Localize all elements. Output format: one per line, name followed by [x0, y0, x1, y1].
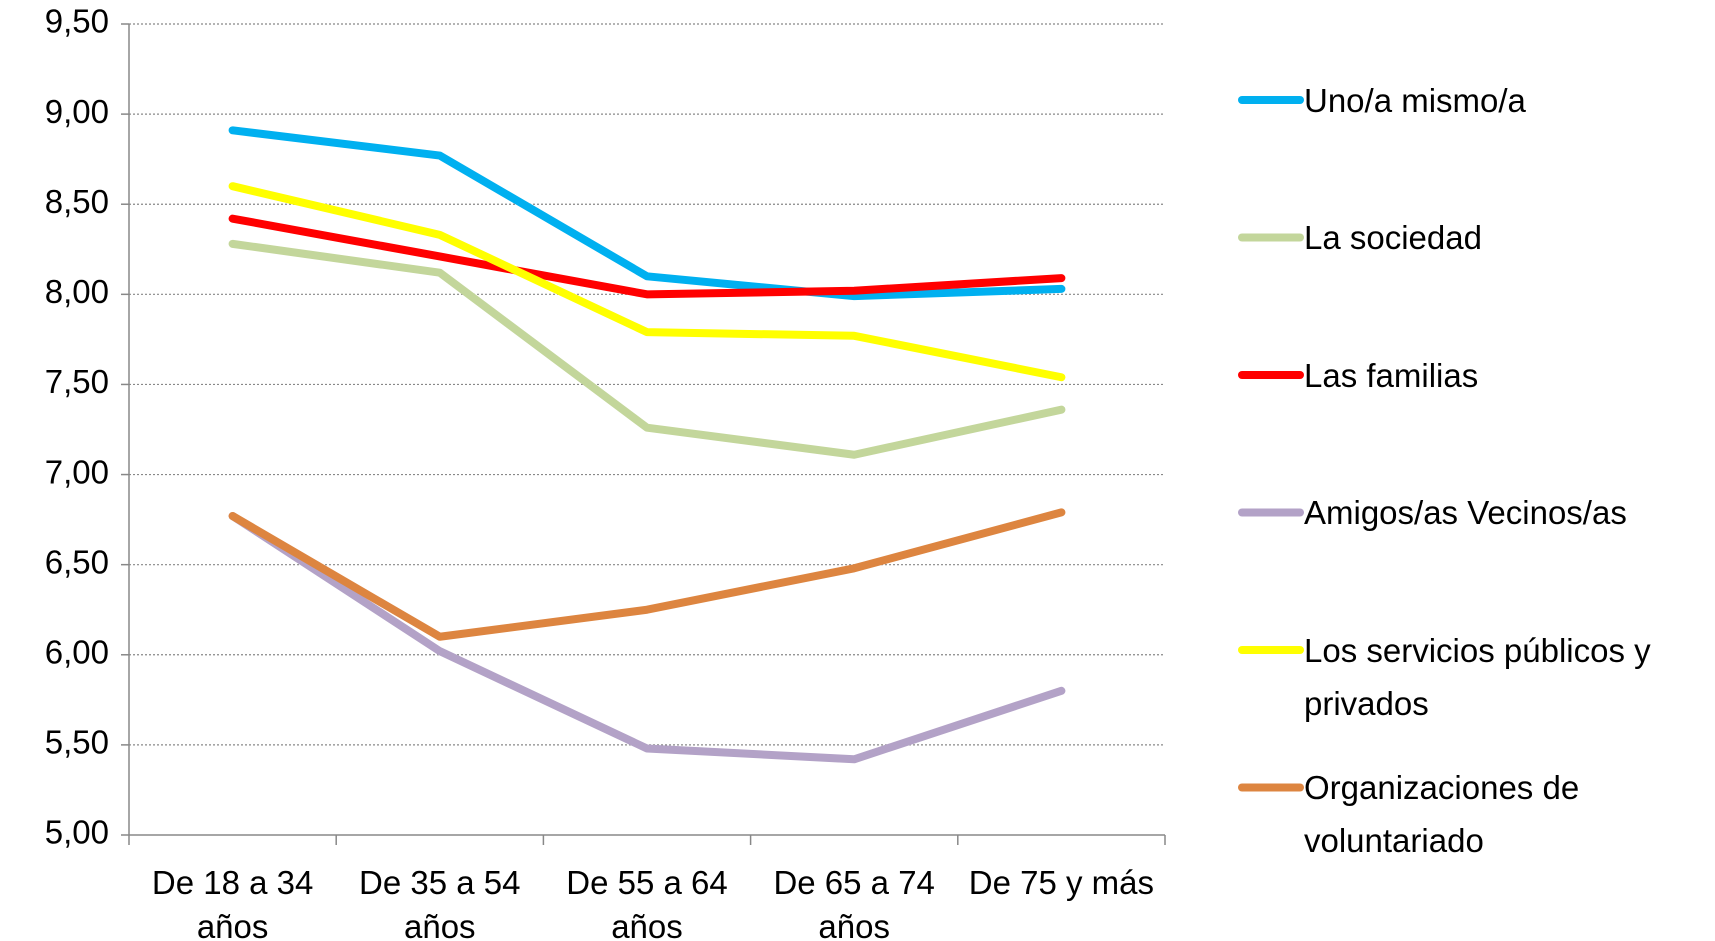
y-tick-label: 9,00 [45, 93, 109, 130]
y-tick-label: 6,00 [45, 633, 109, 670]
y-tick-label: 6,50 [45, 543, 109, 580]
series-line [228, 512, 1066, 764]
y-tick-label: 7,50 [45, 363, 109, 400]
x-tick-label: De 35 a 54 años [359, 864, 521, 941]
legend-label: Los servicios públicos y privados [1304, 631, 1651, 722]
x-tick-label: De 18 a 34 años [151, 864, 314, 941]
legend-label: Uno/a mismo/a [1304, 81, 1526, 119]
x-tick-label: De 65 a 74 años [773, 864, 935, 941]
y-tick-label: 5,50 [45, 724, 109, 761]
y-tick-label: 8,00 [45, 273, 109, 310]
legend-label: Las familias [1304, 356, 1479, 394]
series-line [228, 214, 1066, 299]
series-line [228, 126, 1066, 301]
legend-label: Amigos/as Vecinos/as [1304, 494, 1627, 531]
legend-label: Organizaciones de voluntariado [1304, 769, 1580, 859]
y-tick-label: 8,50 [45, 183, 109, 220]
series-line [228, 239, 1066, 459]
series-line [228, 508, 1066, 641]
y-tick-label: 9,50 [45, 3, 109, 40]
y-tick-label: 5,00 [45, 814, 109, 851]
x-tick-label: De 55 a 64 años [566, 864, 728, 941]
x-tick-label: De 75 y más [968, 864, 1155, 901]
y-tick-label: 7,00 [45, 453, 109, 490]
legend-label: La sociedad [1304, 219, 1482, 256]
series-line [228, 182, 1066, 382]
